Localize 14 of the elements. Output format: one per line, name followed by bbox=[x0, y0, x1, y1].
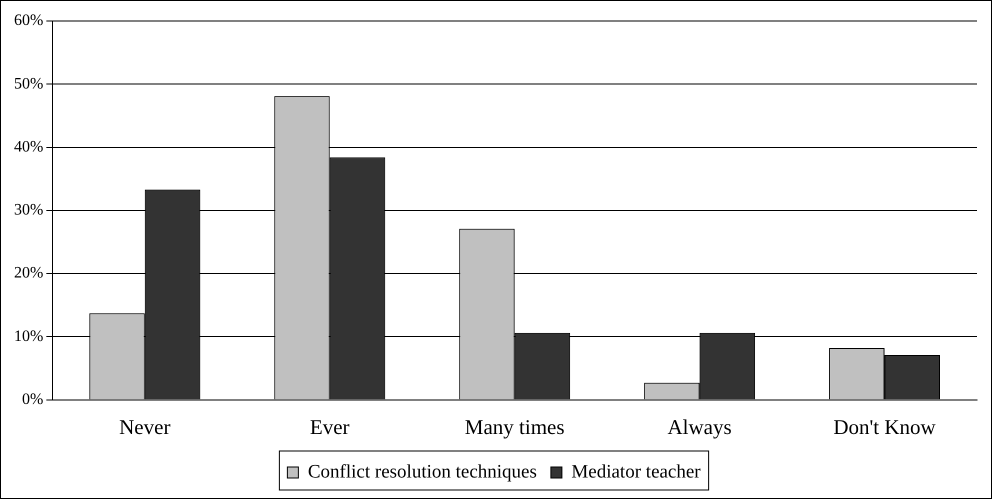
x-tick-label: Ever bbox=[310, 414, 350, 439]
legend-label: Conflict resolution techniques bbox=[308, 461, 537, 482]
x-tick-label: Many times bbox=[464, 414, 565, 439]
legend-label: Mediator teacher bbox=[571, 461, 702, 482]
x-tick-label: Never bbox=[119, 414, 170, 439]
y-tick-label: 0% bbox=[22, 391, 44, 408]
x-tick-label: Don't Know bbox=[833, 414, 937, 439]
y-tick-label: 40% bbox=[14, 138, 44, 156]
y-tick-label: 10% bbox=[14, 328, 44, 345]
y-tick-label: 60% bbox=[14, 12, 44, 30]
x-tick-label: Always bbox=[668, 414, 732, 439]
y-tick-label: 30% bbox=[14, 202, 44, 219]
y-tick-label: 50% bbox=[14, 75, 44, 92]
y-tick-label: 20% bbox=[14, 264, 44, 282]
